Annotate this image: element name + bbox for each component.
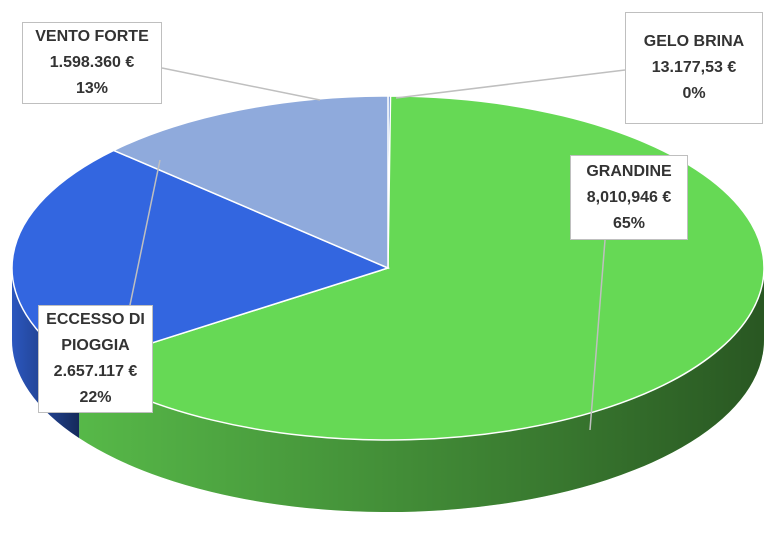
- data-label: VENTO FORTE 1.598.360 € 13%: [22, 22, 162, 104]
- label-value: 2.657.117 €: [53, 363, 138, 380]
- label-percent: 0%: [682, 85, 706, 102]
- label-percent: 65%: [612, 214, 646, 232]
- label-name: GRANDINE: [586, 162, 672, 180]
- data-label: GRANDINE 8,010,946 € 65%: [570, 155, 688, 240]
- slice-side-shade: [79, 268, 765, 513]
- data-label: GELO BRINA 13.177,53 € 0%: [625, 12, 763, 124]
- leader-line: [129, 159, 161, 306]
- leader-line: [589, 239, 606, 431]
- label-value: 1.598.360 €: [49, 54, 135, 71]
- slice: [111, 95, 389, 270]
- label-value: 8,010,946 €: [586, 188, 672, 206]
- leader-line: [395, 69, 626, 99]
- leader-line: [161, 67, 321, 101]
- label-value: 13.177,53 €: [651, 59, 737, 76]
- label-percent: 13%: [75, 80, 109, 97]
- data-label: ECCESSO DI PIOGGIA 2.657.117 € 22%: [38, 305, 153, 413]
- label-name: ECCESSO DI PIOGGIA: [46, 311, 145, 354]
- label-percent: 22%: [79, 389, 112, 406]
- label-name: GELO BRINA: [643, 33, 745, 50]
- label-name: VENTO FORTE: [35, 28, 149, 45]
